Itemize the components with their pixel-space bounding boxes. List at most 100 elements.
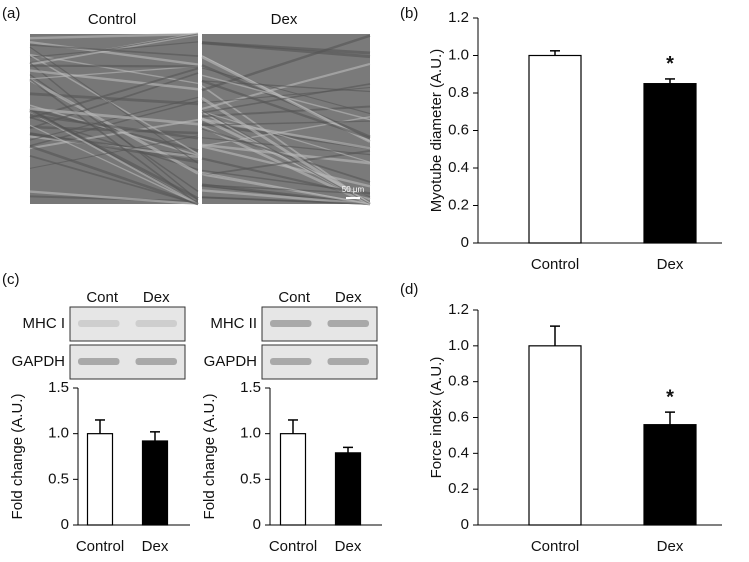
- significance: *: [666, 386, 674, 408]
- fiber: [29, 144, 199, 206]
- fiber: [201, 120, 371, 126]
- bar: [86, 433, 114, 526]
- y-tick-label: 0: [461, 234, 469, 251]
- y-tick-label: 0.2: [448, 480, 469, 497]
- blot-band: [327, 358, 369, 365]
- fiber: [201, 34, 371, 92]
- y-tick-label: 0.5: [48, 470, 69, 487]
- blot-band: [78, 358, 120, 365]
- y-tick-label: 1.0: [448, 337, 469, 354]
- fiber: [201, 109, 371, 205]
- y-tick-label: 1.0: [48, 425, 69, 442]
- fiber: [29, 32, 199, 40]
- fiber: [29, 64, 199, 68]
- x-tick-label: Control: [76, 538, 124, 555]
- lane-label: Cont: [278, 289, 311, 306]
- blot-band: [327, 320, 369, 327]
- x-tick-label: Control: [531, 538, 579, 555]
- lane-label: Cont: [86, 289, 119, 306]
- y-tick-label: 1.2: [448, 301, 469, 318]
- fiber: [29, 155, 199, 205]
- y-tick-label: 1.2: [448, 9, 469, 26]
- blot-band: [270, 320, 312, 327]
- fiber: [29, 44, 199, 57]
- bar: [643, 424, 697, 526]
- panel-label: (c): [2, 271, 20, 288]
- band-label: GAPDH: [204, 353, 257, 370]
- fiber: [29, 114, 199, 140]
- band-label: GAPDH: [12, 353, 65, 370]
- fiber: [201, 171, 371, 205]
- fiber: [201, 67, 371, 115]
- bar: [528, 54, 582, 244]
- y-tick-label: 0.6: [448, 408, 469, 425]
- y-tick-label: 0.8: [448, 373, 469, 390]
- fiber: [201, 127, 371, 183]
- y-tick-label: 0.8: [448, 84, 469, 101]
- bar: [528, 345, 582, 526]
- bar: [279, 433, 307, 526]
- x-tick-label: Dex: [657, 256, 684, 273]
- y-tick-label: 1.0: [448, 46, 469, 63]
- y-axis-label: Myotube diameter (A.U.): [428, 49, 445, 212]
- bar: [643, 83, 697, 244]
- fiber: [201, 85, 371, 205]
- fiber: [201, 196, 371, 205]
- y-tick-label: 1.5: [240, 379, 261, 396]
- fiber: [201, 74, 371, 121]
- fiber: [201, 189, 371, 206]
- y-tick-label: 0.2: [448, 196, 469, 213]
- x-tick-label: Control: [531, 256, 579, 273]
- fiber: [201, 79, 371, 140]
- y-tick-label: 0.4: [448, 159, 469, 176]
- y-tick-label: 0: [253, 516, 261, 533]
- y-tick-label: 0: [461, 516, 469, 533]
- panel-label: (a): [2, 5, 20, 22]
- y-axis-label: Fold change (A.U.): [201, 394, 218, 520]
- scale-bar-label: 50 μm: [342, 185, 365, 194]
- image-label: Dex: [271, 11, 298, 28]
- fiber: [201, 149, 371, 177]
- y-axis-label: Fold change (A.U.): [9, 394, 26, 520]
- band-label: MHC II: [210, 315, 257, 332]
- x-tick-label: Dex: [335, 538, 362, 555]
- fiber: [29, 62, 199, 201]
- blot-band: [78, 320, 120, 327]
- bar: [334, 452, 362, 526]
- x-tick-label: Dex: [657, 538, 684, 555]
- fiber: [29, 67, 199, 119]
- significance: *: [666, 53, 674, 75]
- fiber: [201, 64, 371, 138]
- fiber: [29, 40, 199, 66]
- bar: [141, 440, 169, 526]
- fiber: [201, 169, 371, 194]
- fiber: [29, 190, 199, 206]
- fiber: [29, 53, 199, 85]
- fiber: [29, 109, 199, 200]
- fiber: [201, 143, 371, 165]
- x-tick-label: Control: [269, 538, 317, 555]
- fiber: [29, 96, 199, 141]
- fiber: [201, 97, 371, 206]
- panel-label: (d): [400, 281, 418, 298]
- y-tick-label: 0.4: [448, 444, 469, 461]
- fiber: [201, 184, 371, 195]
- y-tick-label: 1.5: [48, 379, 69, 396]
- lane-label: Dex: [143, 289, 170, 306]
- fiber: [201, 137, 371, 156]
- fiber: [29, 135, 199, 169]
- blot-band: [135, 358, 177, 365]
- fiber: [29, 33, 199, 64]
- fiber: [29, 41, 199, 58]
- lane-label: Dex: [335, 289, 362, 306]
- x-tick-label: Dex: [142, 538, 169, 555]
- fiber: [201, 157, 371, 199]
- y-tick-label: 1.0: [240, 425, 261, 442]
- fiber: [201, 41, 371, 55]
- y-tick-label: 0.5: [240, 470, 261, 487]
- fiber: [201, 110, 371, 163]
- panel-label: (b): [400, 5, 418, 22]
- y-tick-label: 0: [61, 516, 69, 533]
- fiber: [201, 83, 371, 114]
